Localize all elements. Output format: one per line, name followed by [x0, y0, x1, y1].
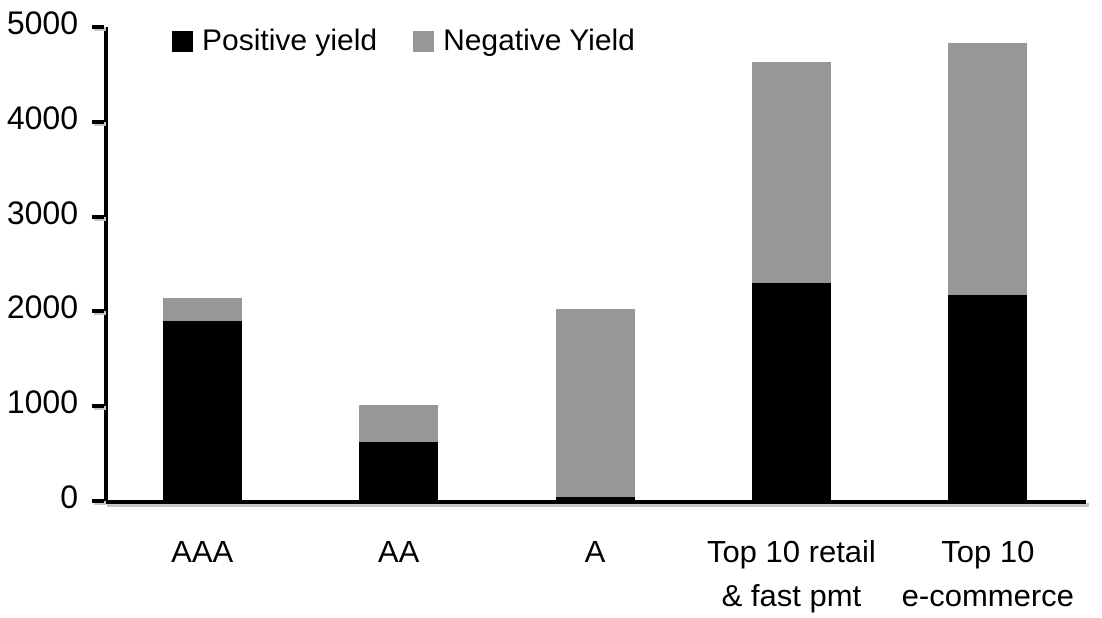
bar-segment-negative-yield	[751, 62, 831, 283]
bar-group-aaa	[162, 0, 242, 501]
y-tick-label: 3000	[6, 194, 78, 231]
x-category-label: Top 10 e-commerce	[901, 534, 1074, 613]
bar-segment-positive-yield	[555, 497, 635, 501]
bar-segment-negative-yield	[162, 298, 242, 321]
x-category-label: AAA	[171, 534, 234, 569]
legend-swatch-positive-yield	[172, 30, 193, 52]
y-tick-mark	[92, 119, 104, 124]
bar-group-a	[555, 0, 635, 501]
y-tick-mark	[92, 25, 104, 29]
y-tick-mark	[92, 404, 104, 409]
y-tick-label: 1000	[6, 384, 78, 421]
x-category-label: A	[584, 534, 606, 569]
y-tick-mark	[92, 499, 104, 503]
x-category-label: AA	[377, 534, 420, 569]
bar-segment-positive-yield	[751, 282, 831, 501]
legend-item-positive-yield: Positive yield	[172, 26, 377, 56]
bar-segment-negative-yield	[555, 308, 635, 498]
legend-swatch-negative-yield	[413, 30, 435, 52]
legend-item-negative-yield: Negative Yield	[413, 26, 635, 56]
bar-segment-negative-yield	[948, 43, 1028, 296]
y-tick-mark	[92, 309, 104, 314]
y-tick-label: 2000	[6, 289, 78, 326]
legend-label-positive-yield: Positive yield	[202, 24, 378, 57]
y-tick-label: 4000	[6, 99, 78, 136]
y-tick-label: 0	[60, 479, 78, 515]
bar-group-aa	[359, 0, 439, 501]
bar-segment-positive-yield	[162, 320, 242, 501]
bar-segment-positive-yield	[359, 442, 439, 501]
y-tick-label: 5000	[6, 5, 78, 41]
x-category-label: Top 10 retail & fast pmt	[706, 534, 876, 613]
bar-segment-negative-yield	[359, 405, 439, 443]
legend-label-negative-yield: Negative Yield	[443, 24, 635, 57]
bar-group-top-10-retail	[751, 0, 831, 501]
bar-segment-positive-yield	[948, 295, 1028, 501]
bar-group-top-10	[948, 0, 1028, 501]
y-tick-mark	[92, 214, 104, 219]
y-axis-line	[104, 27, 108, 504]
legend: Positive yield Negative Yield	[172, 26, 635, 56]
x-axis-line	[104, 500, 1086, 504]
